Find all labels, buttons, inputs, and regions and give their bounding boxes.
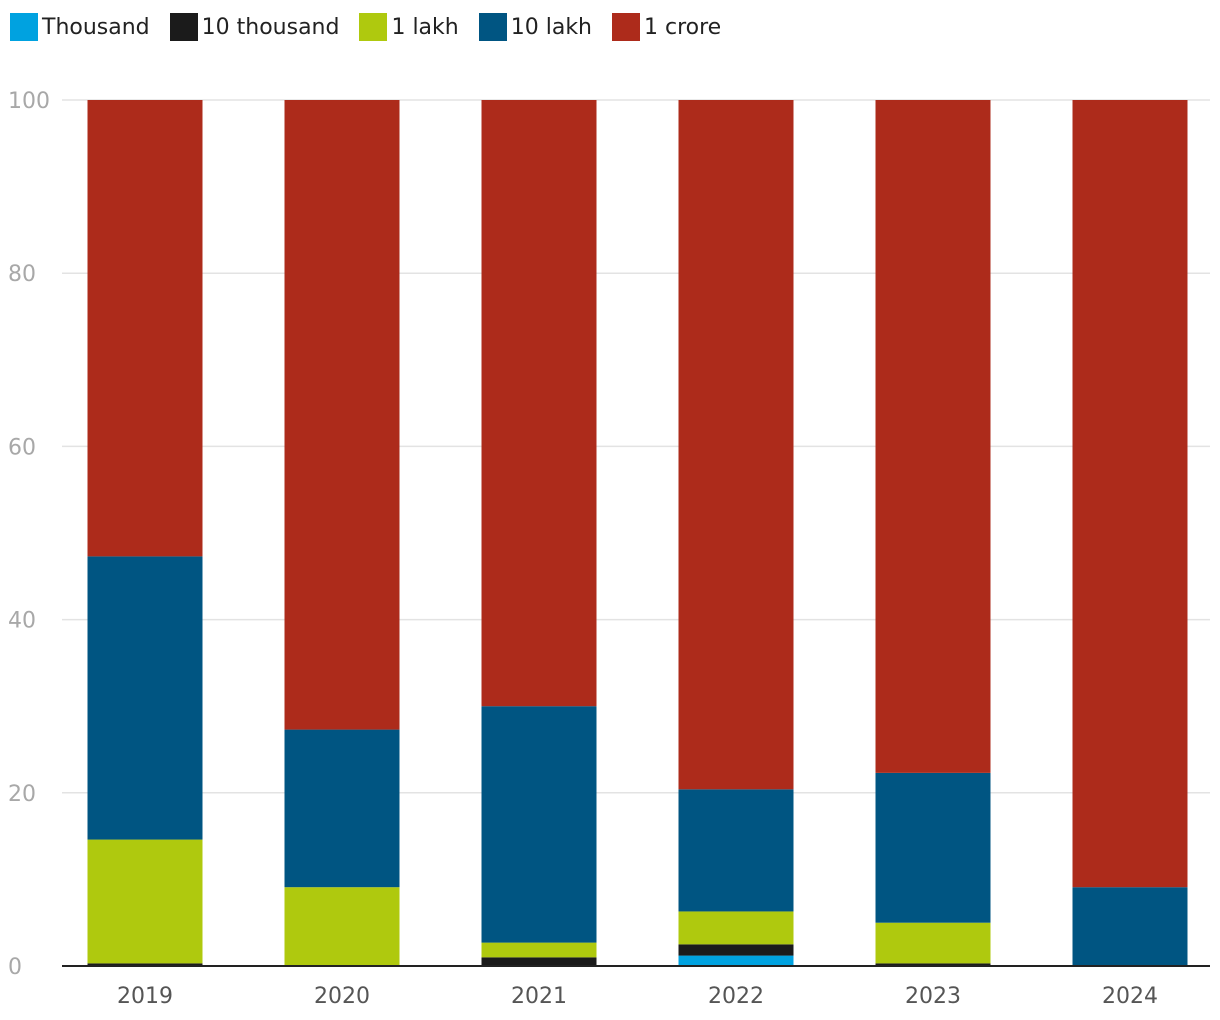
bar-segment: [87, 556, 203, 840]
bar-segment: [678, 944, 794, 956]
legend-label-10-lakh: 10 lakh: [510, 14, 592, 40]
y-tick-label: 60: [8, 435, 36, 460]
bar-segment: [87, 100, 203, 557]
bar-segment: [875, 963, 991, 966]
bar-segment: [481, 100, 597, 707]
legend-item-1-crore[interactable]: 1 crore: [612, 13, 721, 41]
bar-segment: [678, 911, 794, 945]
y-tick-label: 100: [8, 89, 50, 114]
legend-swatch-10-lakh: [478, 13, 507, 41]
legend-swatch-1-crore: [612, 13, 640, 41]
bar-segment: [678, 955, 794, 966]
y-tick-label: 20: [8, 782, 36, 807]
legend-item-thousand[interactable]: Thousand: [10, 13, 150, 41]
bar-segment: [481, 706, 597, 943]
x-tick-label: 2019: [117, 984, 173, 1009]
legend-label-10-thousand: 10 thousand: [201, 14, 340, 40]
y-tick-label: 0: [8, 955, 22, 980]
legend-label-thousand: Thousand: [42, 14, 150, 40]
bar-segment: [87, 963, 203, 966]
x-tick-label: 2020: [314, 984, 370, 1009]
bar-segment: [1072, 887, 1188, 966]
y-tick-label: 40: [8, 609, 36, 634]
bar-segment: [87, 839, 203, 964]
legend-label-1-crore: 1 crore: [644, 14, 722, 40]
bar-segment: [481, 942, 597, 958]
x-tick-label: 2022: [708, 984, 764, 1009]
legend-item-10-lakh[interactable]: 10 lakh: [478, 13, 592, 41]
bar-segment: [678, 100, 794, 790]
bar-segment: [284, 100, 400, 730]
legend-label-1-lakh: 1 lakh: [391, 14, 459, 40]
bar-segment: [875, 922, 991, 964]
bar-segment: [678, 789, 794, 912]
bar-segment: [481, 957, 597, 966]
y-tick-label: 80: [8, 262, 36, 287]
legend-swatch-10-thousand: [169, 13, 198, 41]
legend-item-1-lakh[interactable]: 1 lakh: [359, 13, 459, 41]
legend-swatch-1-lakh: [359, 13, 388, 41]
bar-segment: [875, 100, 991, 773]
x-tick-label: 2023: [905, 984, 961, 1009]
x-tick-label: 2021: [511, 984, 567, 1009]
bar-segment: [1072, 100, 1188, 888]
legend-swatch-thousand: [10, 13, 38, 41]
bar-segment: [875, 772, 991, 923]
legend: Thousand 10 thousand 1 lakh 10 lakh 1 cr…: [10, 12, 741, 42]
x-tick-label: 2024: [1102, 984, 1158, 1009]
bar-segment: [284, 729, 400, 888]
bar-segment: [284, 887, 400, 966]
legend-item-10-thousand[interactable]: 10 thousand: [169, 13, 340, 41]
